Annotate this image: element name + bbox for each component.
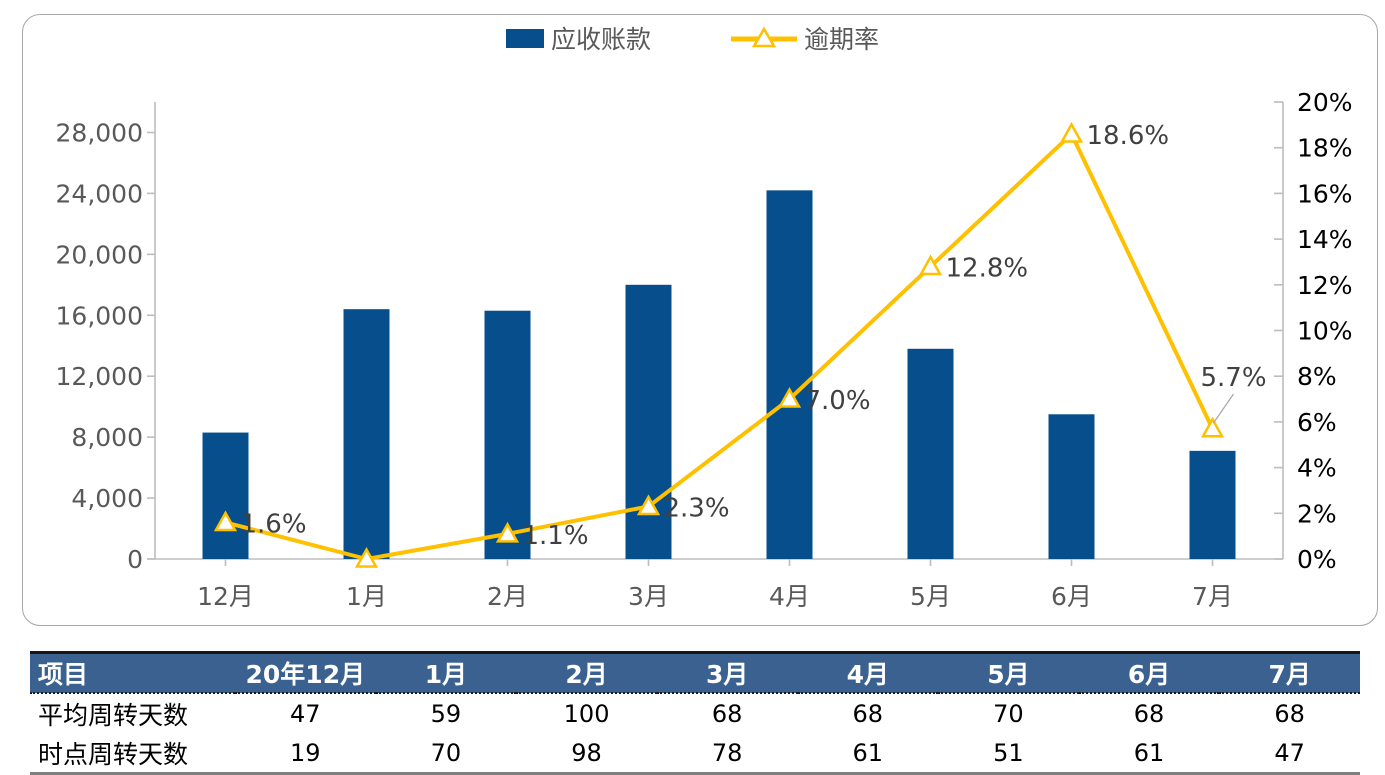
table-value-cell: 51 bbox=[938, 733, 1079, 775]
y-axis-left-label: 12,000 bbox=[56, 362, 143, 391]
table-row: 时点周转天数 19 70 98 78 61 51 61 47 bbox=[30, 733, 1360, 775]
x-axis-label: 1月 bbox=[346, 582, 387, 611]
legend-label-receivables: 应收账款 bbox=[550, 25, 651, 54]
table-value-cell: 47 bbox=[290, 699, 321, 728]
y-axis-right-label: 16% bbox=[1297, 179, 1353, 208]
table-value-cell: 47 bbox=[1219, 733, 1360, 775]
x-axis-label: 7月 bbox=[1192, 582, 1233, 611]
legend-label-overdue-rate: 逾期率 bbox=[804, 25, 880, 54]
table-value-cell: 70 bbox=[993, 699, 1024, 728]
line-marker-icon bbox=[636, 494, 661, 516]
table-header-cell: 3月 bbox=[656, 651, 798, 694]
table-value-cell: 68 bbox=[711, 699, 743, 728]
line-marker-icon bbox=[213, 510, 238, 532]
table-header-cell: 2月 bbox=[516, 651, 657, 694]
table-value-cell: 100 bbox=[563, 699, 610, 728]
line-marker-icon bbox=[1059, 121, 1084, 143]
table-row: 平均周转天数 47 59 100 68 68 70 68 68 bbox=[30, 693, 1360, 733]
table-value-cell: 78 bbox=[656, 733, 798, 775]
line-marker-icon bbox=[918, 254, 943, 276]
y-axis-left-label: 8,000 bbox=[71, 423, 143, 452]
table-value-cell: 68 bbox=[1274, 699, 1305, 728]
y-axis-right-label: 10% bbox=[1297, 317, 1353, 346]
x-axis-label: 5月 bbox=[910, 582, 951, 611]
table-value-cell: 61 bbox=[797, 733, 939, 775]
x-axis-label: 12月 bbox=[197, 582, 254, 611]
y-axis-left-label: 16,000 bbox=[56, 301, 143, 330]
line-series-marker-icon bbox=[731, 26, 797, 50]
bar bbox=[202, 432, 249, 559]
bar bbox=[484, 310, 531, 559]
y-axis-right-label: 18% bbox=[1297, 134, 1353, 163]
table-header-cell: 20年12月 bbox=[235, 651, 376, 694]
data-label: 5.7% bbox=[1201, 363, 1267, 393]
table-header-cell: 7月 bbox=[1219, 651, 1360, 694]
line-marker-icon bbox=[777, 386, 802, 408]
x-axis-label: 6月 bbox=[1051, 582, 1092, 611]
turnover-days-table: 项目 20年12月 1月 2月 3月 4月 5月 6月 7月 平均周转天数 47 59 100 68 68… bbox=[30, 651, 1360, 775]
bar bbox=[766, 190, 813, 559]
table-body: 平均周转天数 47 59 100 68 68 70 68 68 时点周转天数 19 70 98 78 61 5… bbox=[30, 693, 1360, 775]
bar bbox=[907, 348, 954, 559]
data-label: 1.6% bbox=[241, 509, 307, 539]
table-value-cell: 68 bbox=[852, 699, 884, 728]
data-label-leader-line bbox=[1213, 393, 1234, 424]
line-marker-icon bbox=[495, 521, 520, 543]
table-header-cell: 6月 bbox=[1078, 651, 1220, 694]
bar bbox=[343, 309, 390, 559]
y-axis-right-label: 0% bbox=[1297, 545, 1337, 574]
y-axis-left-label: 0 bbox=[127, 545, 143, 574]
table-header-cell: 项目 bbox=[30, 651, 235, 694]
data-label: 2.3% bbox=[664, 493, 730, 523]
bar bbox=[1048, 414, 1095, 559]
bar-series-swatch-icon bbox=[505, 28, 544, 48]
line-marker-icon bbox=[1200, 416, 1225, 438]
y-axis-left-label: 28,000 bbox=[56, 118, 143, 147]
table-header-cell: 1月 bbox=[375, 651, 517, 694]
data-label: 7.0% bbox=[805, 386, 871, 416]
y-axis-right-label: 8% bbox=[1297, 362, 1337, 391]
legend-item-overdue-rate: 逾期率 bbox=[731, 20, 879, 56]
y-axis-left-label: 24,000 bbox=[56, 179, 143, 208]
data-label: 18.6% bbox=[1087, 121, 1170, 151]
x-axis-label: 4月 bbox=[769, 582, 810, 611]
x-axis-label: 2月 bbox=[487, 582, 528, 611]
row-label-cell: 平均周转天数 bbox=[38, 700, 189, 730]
legend-line-icon bbox=[731, 26, 797, 48]
bar bbox=[1189, 450, 1236, 559]
overdue-rate-line bbox=[224, 131, 1215, 561]
table-value-cell: 68 bbox=[1133, 699, 1165, 728]
y-axis-right-label: 14% bbox=[1297, 225, 1353, 254]
y-axis-left-label: 20,000 bbox=[56, 240, 143, 269]
y-axis-right-label: 20% bbox=[1297, 88, 1353, 117]
data-label: 12.8% bbox=[946, 254, 1029, 284]
y-axis-right-label: 2% bbox=[1297, 499, 1337, 528]
y-axis-right-label: 6% bbox=[1297, 408, 1337, 437]
table-header: 项目 20年12月 1月 2月 3月 4月 5月 6月 7月 bbox=[30, 651, 1360, 694]
x-axis-label: 3月 bbox=[628, 582, 669, 611]
table-value-cell: 59 bbox=[430, 699, 462, 728]
chart-legend: 应收账款 逾期率 bbox=[0, 20, 1385, 56]
table-value-cell: 61 bbox=[1078, 733, 1220, 775]
legend-triangle-marker-icon bbox=[751, 26, 777, 48]
data-label: 1.1% bbox=[523, 521, 589, 551]
table-value-cell: 70 bbox=[375, 733, 517, 775]
row-label-cell: 时点周转天数 bbox=[30, 733, 235, 775]
y-axis-left-label: 4,000 bbox=[71, 484, 143, 513]
line-marker-icon bbox=[354, 546, 379, 568]
table-value-cell: 19 bbox=[235, 733, 376, 775]
table-header-cell: 4月 bbox=[797, 651, 939, 694]
legend-item-receivables: 应收账款 bbox=[505, 20, 651, 56]
table-header-cell: 5月 bbox=[938, 651, 1079, 694]
y-axis-right-label: 4% bbox=[1297, 454, 1337, 483]
table-value-cell: 98 bbox=[516, 733, 657, 775]
y-axis-right-label: 12% bbox=[1297, 271, 1353, 300]
